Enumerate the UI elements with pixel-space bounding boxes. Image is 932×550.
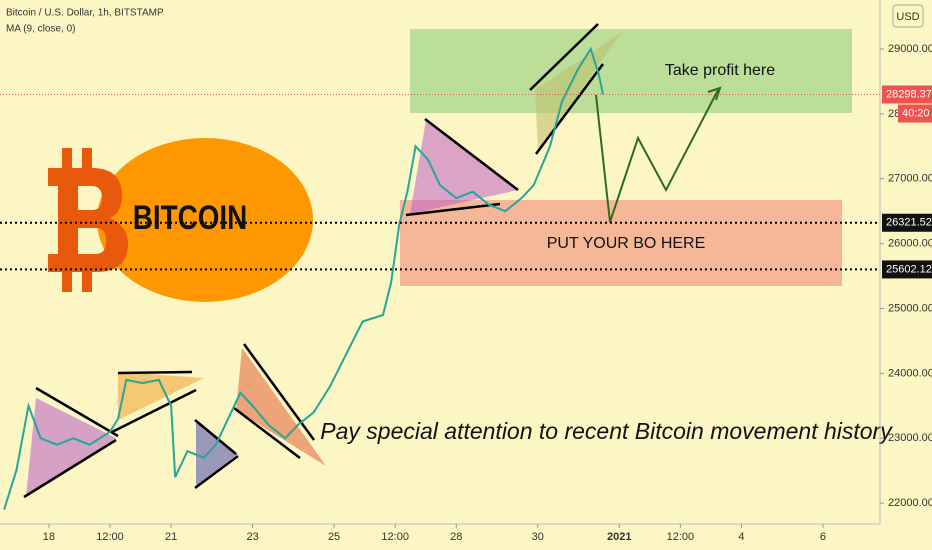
level-label: 26321.52 <box>886 217 932 229</box>
bitcoin-label: BITCOIN <box>133 198 248 236</box>
trend-line <box>529 23 599 91</box>
trend-line <box>117 370 193 375</box>
x-tick-label: 25 <box>328 531 340 543</box>
x-tick-label: 12:00 <box>381 531 409 543</box>
take-profit-zone <box>410 29 852 113</box>
trend-line <box>405 202 501 217</box>
triangle <box>26 398 116 497</box>
currency: USD <box>896 11 919 23</box>
countdown: 40:20 <box>902 107 930 119</box>
y-tick-label: 26000.00 <box>888 238 932 250</box>
x-tick-label: 30 <box>532 531 544 543</box>
y-tick-label: 22000.00 <box>888 497 932 509</box>
x-tick-label: 18 <box>43 531 55 543</box>
chart-title: Bitcoin / U.S. Dollar, 1h, BITSTAMP <box>6 8 164 19</box>
logo-ellipse <box>97 138 313 302</box>
indicator-label: MA (9, close, 0) <box>6 24 75 35</box>
x-tick-label: 6 <box>820 531 826 543</box>
x-tick-label: 4 <box>738 531 744 543</box>
price-label: 28298.37 <box>886 88 932 100</box>
entry-zone <box>400 200 842 286</box>
take-profit-label: Take profit here <box>665 62 775 79</box>
entry-label: PUT YOUR BO HERE <box>547 235 706 252</box>
x-tick-label: 23 <box>246 531 258 543</box>
y-tick-label: 23000.00 <box>888 432 932 444</box>
trend-line <box>35 386 119 438</box>
trend-line <box>233 407 301 459</box>
logo-b <box>48 168 128 272</box>
y-tick-label: 27000.00 <box>888 173 932 185</box>
price-line <box>3 46 604 510</box>
arrow-head <box>707 86 722 101</box>
y-tick-label: 24000.00 <box>888 367 932 379</box>
logo-bar <box>62 148 72 168</box>
trend-line <box>111 388 197 434</box>
trend-line <box>424 118 519 191</box>
note: Pay special attention to recent Bitcoin … <box>320 418 893 444</box>
x-tick-label: 2021 <box>607 531 631 543</box>
x-tick-label: 28 <box>450 531 462 543</box>
level-badge <box>882 260 932 279</box>
price-badge <box>882 85 932 104</box>
triangle <box>196 420 238 486</box>
triangle <box>236 348 326 466</box>
currency-box <box>892 4 924 28</box>
trend-line <box>23 438 117 499</box>
triangle <box>410 120 518 214</box>
x-tick-label: 12:00 <box>667 531 695 543</box>
y-tick-label: 29000.00 <box>888 43 932 55</box>
x-tick-label: 21 <box>165 531 177 543</box>
x-tick-label: 12:00 <box>96 531 124 543</box>
trend-line <box>194 419 237 455</box>
level-badge <box>882 213 932 232</box>
countdown-badge <box>898 104 932 123</box>
trend-line <box>194 454 239 490</box>
bitcoin-logo <box>48 148 128 292</box>
projection-arrow <box>595 89 719 223</box>
level-label: 25602.12 <box>886 263 932 275</box>
logo-bar <box>82 148 92 168</box>
y-tick-label: 25000.00 <box>888 302 932 314</box>
logo-bar <box>82 272 92 292</box>
trend-line <box>534 63 605 155</box>
triangle <box>118 372 204 420</box>
trend-line <box>242 343 316 441</box>
logo-bar <box>62 272 72 292</box>
